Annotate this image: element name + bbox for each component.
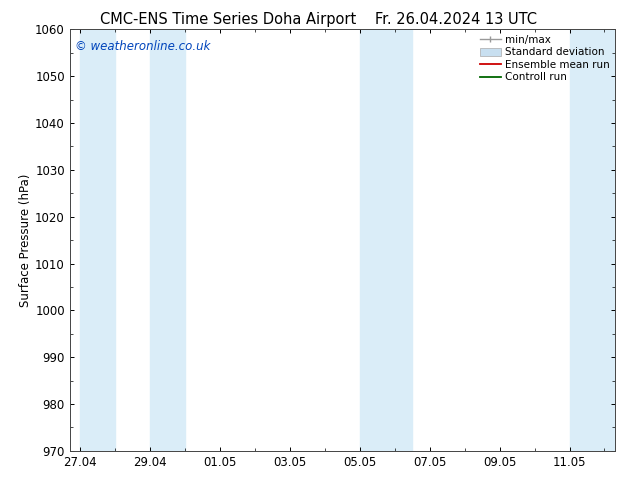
Y-axis label: Surface Pressure (hPa): Surface Pressure (hPa)	[20, 173, 32, 307]
Text: Fr. 26.04.2024 13 UTC: Fr. 26.04.2024 13 UTC	[375, 12, 538, 27]
Bar	[150, 29, 185, 451]
Bar	[569, 29, 615, 451]
Bar	[360, 29, 412, 451]
Legend: min/max, Standard deviation, Ensemble mean run, Controll run: min/max, Standard deviation, Ensemble me…	[478, 32, 612, 84]
Bar	[81, 29, 115, 451]
Text: © weatheronline.co.uk: © weatheronline.co.uk	[75, 40, 210, 53]
Text: CMC-ENS Time Series Doha Airport: CMC-ENS Time Series Doha Airport	[100, 12, 356, 27]
